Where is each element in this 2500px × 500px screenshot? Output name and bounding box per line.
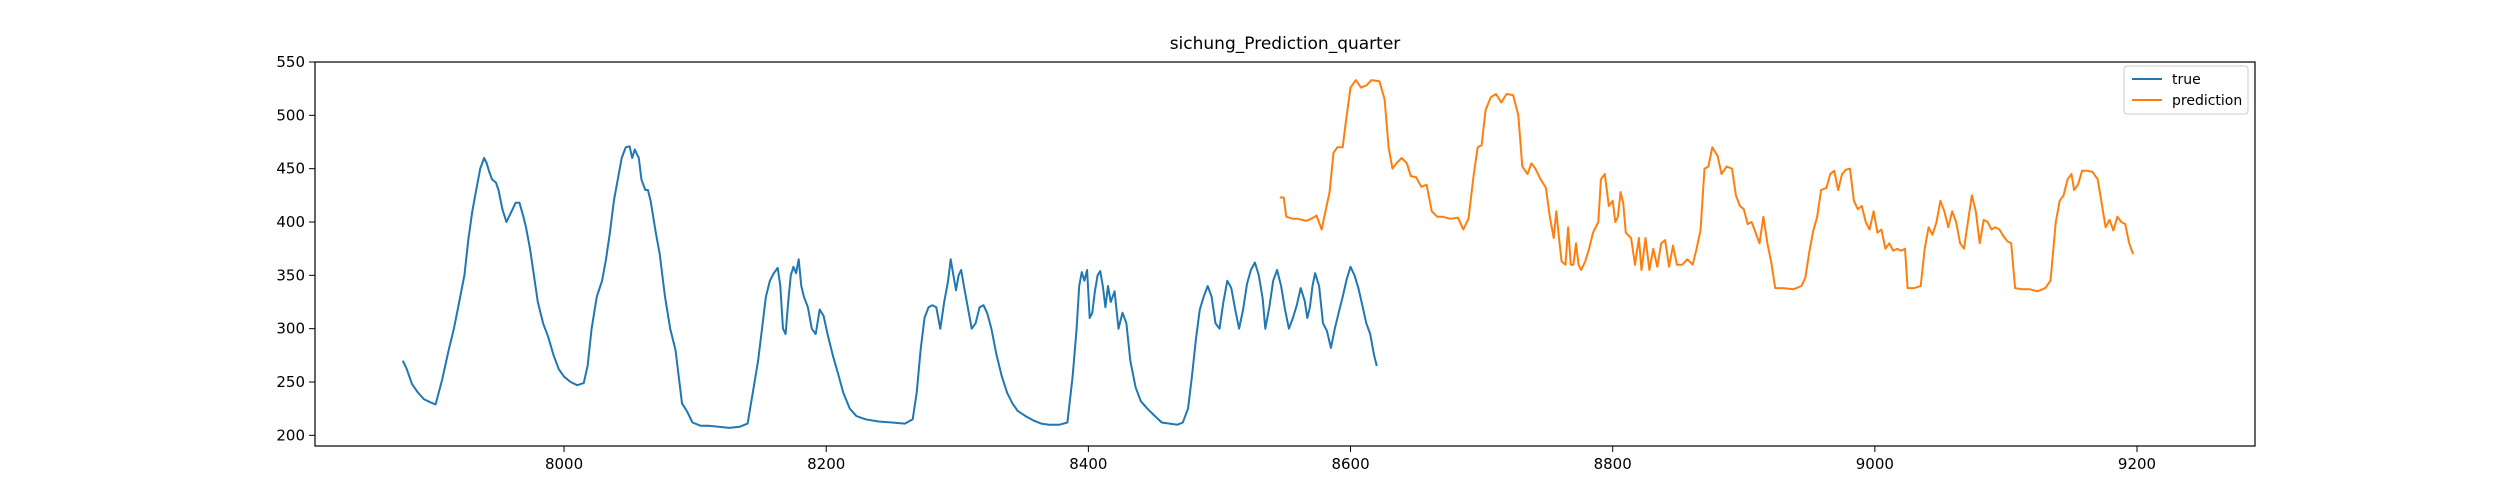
y-tick-label: 300 [276, 320, 305, 338]
ticks-layer: 8000 8200 8400 8600 8800 9000 9200 200 250 300 350… [276, 53, 2156, 473]
x-tick-label: 8000 [545, 455, 583, 473]
x-tick-label: 8200 [807, 455, 845, 473]
series-line-prediction [1279, 79, 2135, 293]
x-tick-label: 8800 [1594, 455, 1632, 473]
chart-title: sichung_Prediction_quarter [1170, 34, 1401, 54]
legend-label-true: true [2172, 72, 2201, 88]
legend-label-prediction: prediction [2172, 93, 2242, 109]
x-tick-label: 9000 [1856, 455, 1894, 473]
series-layer [401, 79, 2135, 429]
plot-frame [314, 61, 2256, 447]
y-tick-label: 450 [276, 160, 305, 178]
y-tick-label: 250 [276, 373, 305, 391]
y-tick-label: 500 [276, 106, 305, 124]
x-tick-label: 8400 [1069, 455, 1107, 473]
x-tick-label: 9200 [2118, 455, 2156, 473]
y-tick-label: 400 [276, 213, 305, 231]
y-tick-label: 350 [276, 266, 305, 284]
legend: true prediction [2123, 65, 2249, 115]
series-line-true [401, 145, 1378, 429]
x-tick-label: 8600 [1331, 455, 1369, 473]
y-tick-label: 550 [276, 53, 305, 71]
y-tick-label: 200 [276, 426, 305, 444]
